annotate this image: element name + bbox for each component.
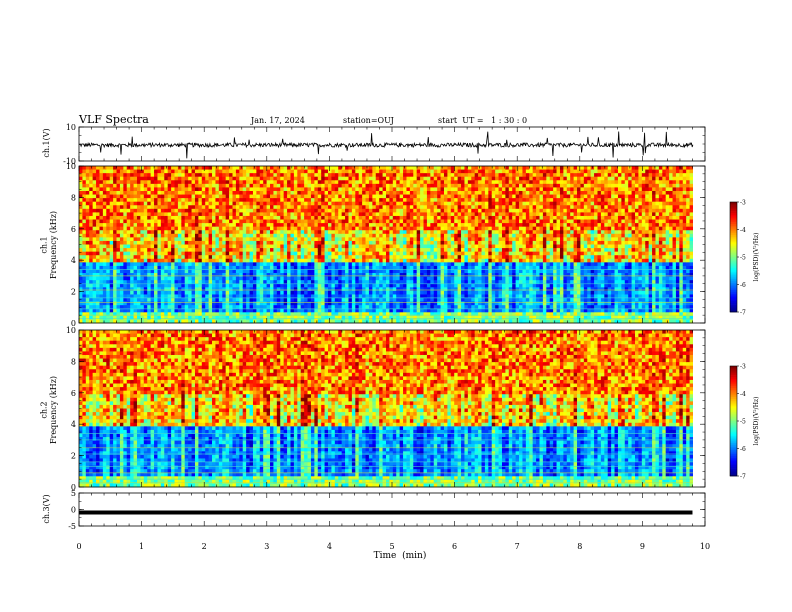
x-tick-label: 5: [389, 542, 394, 551]
y-tick-label: 2: [71, 452, 76, 461]
ch1-waveform-line: [78, 131, 694, 159]
y-tick-label: -5: [68, 522, 76, 531]
y-tick-label: 0: [71, 506, 76, 515]
y-tick-label: 6: [71, 225, 76, 234]
x-tick-label: 9: [640, 542, 645, 551]
x-tick-label: 3: [264, 542, 269, 551]
x-axis-label: Time (min): [374, 550, 427, 561]
colorbar-tick-label: -7: [740, 474, 746, 481]
x-tick-label: 0: [76, 542, 81, 551]
figure-title: VLF Spectra: [78, 113, 149, 126]
x-tick-label: 10: [700, 542, 710, 551]
y-tick-label: 5: [71, 489, 76, 498]
date-label: Jan. 17, 2024: [250, 116, 305, 125]
y-tick-label: 10: [66, 326, 76, 335]
colorbar-tick-label: -4: [740, 391, 746, 398]
y-tick-label: 4: [71, 256, 76, 265]
ch1-ylabel: ch.1(V): [42, 128, 51, 157]
x-tick-label: 8: [577, 542, 582, 551]
ch2-frequency-ylabel: ch.2Frequency (kHz): [40, 376, 59, 444]
colorbar-tick-label: -6: [740, 282, 746, 289]
ch2-colorbar: -3 -4 -5 -6 -7 log(PSD)(V²/Hz): [729, 364, 760, 481]
ch3-ylabel: ch.3(V): [42, 494, 51, 523]
x-tick-label: 4: [327, 542, 332, 551]
colorbar-label: log(PSD)(V²/Hz): [753, 233, 760, 282]
y-tick-label: 2: [71, 288, 76, 297]
ch1-spectrogram-panel: [79, 166, 705, 324]
y-tick-label: 4: [71, 420, 76, 429]
station-label: station=OUJ: [343, 116, 394, 125]
colorbar-tick-label: -4: [740, 227, 746, 234]
x-tick-label: 1: [139, 542, 144, 551]
colorbar-tick-label: -3: [740, 200, 746, 207]
y-tick-label: 6: [71, 389, 76, 398]
ch2-spectrogram-panel: [79, 330, 705, 488]
y-tick-label: 8: [71, 193, 76, 202]
x-tick-label: 2: [202, 542, 207, 551]
colorbar-tick-label: -5: [740, 255, 746, 262]
colorbar-tick-label: -3: [740, 364, 746, 371]
y-tick-label: 10: [66, 123, 76, 132]
colorbar-tick-label: -7: [740, 310, 746, 317]
y-tick-label: -10: [63, 157, 76, 166]
colorbar-label: log(PSD)(V²/Hz): [753, 397, 760, 446]
ch1-frequency-ylabel: ch.1Frequency (kHz): [40, 211, 59, 279]
colorbar-tick-label: -6: [740, 446, 746, 453]
start-time-label: start UT = 1 : 30 : 0: [438, 116, 527, 125]
y-tick-label: 0: [71, 319, 76, 328]
y-tick-label: 10: [66, 162, 76, 171]
x-tick-label: 6: [452, 542, 457, 551]
ch1-waveform-panel: [78, 127, 694, 161]
y-tick-label: 8: [71, 357, 76, 366]
x-tick-label: 7: [515, 542, 520, 551]
y-tick-label: 0: [71, 483, 76, 492]
colorbar-tick-label: -5: [740, 419, 746, 426]
ch1-colorbar: -3 -4 -5 -6 -7 log(PSD)(V²/Hz): [729, 200, 760, 317]
